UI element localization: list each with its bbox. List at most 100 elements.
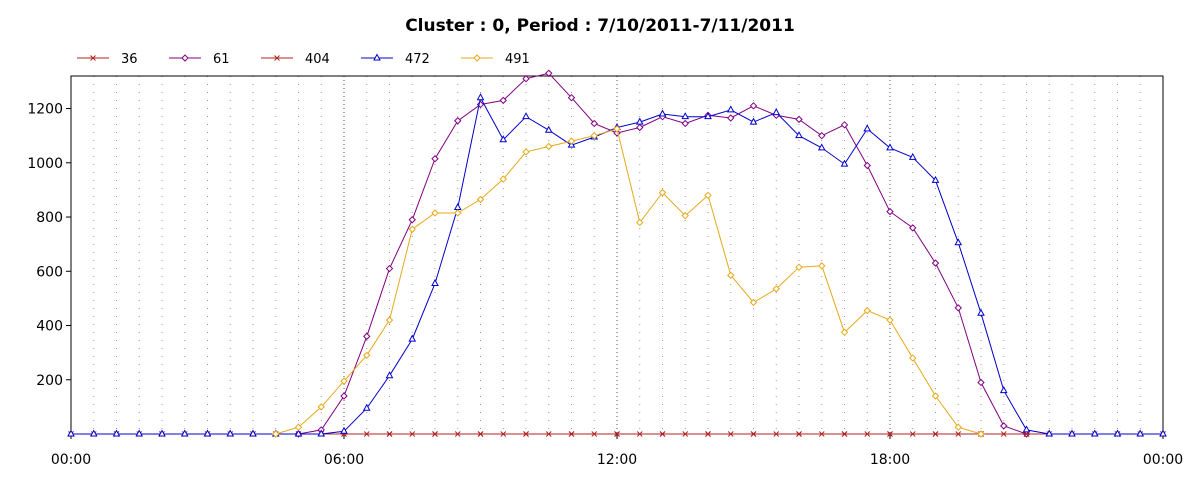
data-point (614, 431, 620, 437)
data-point (840, 159, 849, 167)
data-point (818, 262, 826, 270)
data-point (473, 54, 481, 62)
data-point (567, 137, 576, 145)
y-tick-label: 200 (36, 373, 63, 389)
data-point (954, 238, 963, 246)
data-point (795, 131, 803, 139)
marker-stroke (841, 431, 848, 437)
data-point (340, 426, 348, 434)
data-point (499, 96, 507, 105)
data-point (67, 429, 75, 437)
data-point (408, 225, 416, 233)
x-tick-label: 18:00 (870, 452, 910, 468)
data-point (795, 115, 803, 124)
data-point (567, 93, 576, 102)
marker-stroke (386, 431, 393, 437)
data-point (658, 109, 667, 117)
data-point (1113, 429, 1122, 437)
data-point (432, 431, 438, 437)
data-point (454, 117, 462, 125)
data-point (522, 75, 530, 83)
data-point (977, 378, 985, 387)
data-point (476, 195, 485, 204)
y-tick-label: 1000 (27, 156, 63, 172)
legend-item-36: 36 (77, 52, 138, 67)
data-point (317, 429, 326, 437)
data-point (863, 161, 871, 170)
data-point (636, 123, 644, 132)
data-point (590, 131, 598, 140)
data-point (431, 278, 439, 286)
data-point (499, 175, 507, 183)
chart-title: Cluster : 0, Period : 7/10/2011-7/11/201… (405, 16, 795, 36)
data-point (795, 263, 803, 271)
data-point (1136, 429, 1145, 437)
data-point (181, 54, 189, 62)
data-point (840, 121, 849, 129)
data-point (1045, 429, 1054, 437)
data-point (89, 429, 98, 437)
data-point (977, 308, 985, 316)
marker-stroke (614, 431, 620, 437)
data-point (863, 124, 872, 132)
data-point (1000, 422, 1008, 430)
data-point (1068, 429, 1076, 437)
marker-stroke (523, 431, 529, 437)
data-point (203, 429, 212, 437)
data-point (385, 371, 394, 379)
data-point (1022, 425, 1031, 433)
data-point (658, 188, 667, 197)
data-point (386, 431, 393, 437)
data-point (477, 431, 484, 437)
data-point (340, 377, 348, 385)
y-tick-label: 600 (36, 264, 63, 280)
data-point (522, 112, 530, 120)
data-point (886, 316, 894, 324)
data-point (681, 112, 690, 120)
data-point (705, 431, 711, 437)
data-point (476, 93, 485, 101)
data-point (931, 259, 940, 267)
y-tick-label: 400 (36, 319, 63, 335)
data-point (90, 55, 96, 61)
legend-label: 491 (505, 52, 530, 67)
data-point (568, 431, 575, 437)
legend-item-491: 491 (461, 52, 530, 67)
data-point (1159, 429, 1167, 437)
marker-stroke (750, 431, 757, 437)
data-point (863, 306, 871, 315)
data-point (681, 119, 689, 128)
data-point (887, 431, 893, 437)
data-point (886, 143, 894, 151)
series-61 (294, 69, 1031, 438)
data-point (704, 191, 712, 200)
marker-stroke (705, 431, 711, 437)
data-point (522, 148, 530, 156)
legend-label: 472 (405, 52, 430, 67)
data-point (977, 430, 985, 438)
data-point (931, 392, 940, 400)
data-point (523, 431, 529, 437)
data-point (499, 135, 508, 143)
series-line (298, 72, 1027, 435)
data-point (317, 403, 325, 411)
x-tick-label: 00:00 (1143, 452, 1183, 468)
data-point (954, 423, 962, 431)
legend: 36 61 404 472 491 (77, 52, 530, 67)
data-point (340, 392, 348, 400)
legend-label: 404 (305, 52, 330, 67)
data-point (909, 224, 917, 232)
data-point (590, 119, 598, 128)
x-tick-label: 06:00 (324, 452, 364, 468)
data-point (635, 117, 644, 125)
data-point (954, 304, 962, 312)
data-point (932, 431, 939, 437)
data-point (454, 209, 462, 217)
data-point (727, 271, 735, 280)
data-point (796, 431, 802, 437)
data-point (545, 142, 553, 151)
data-point (294, 423, 303, 431)
data-point (158, 429, 166, 437)
axes: 200 400 600 800 1000 1200 00:00 06:00 12:00 18:00… (27, 102, 1183, 468)
